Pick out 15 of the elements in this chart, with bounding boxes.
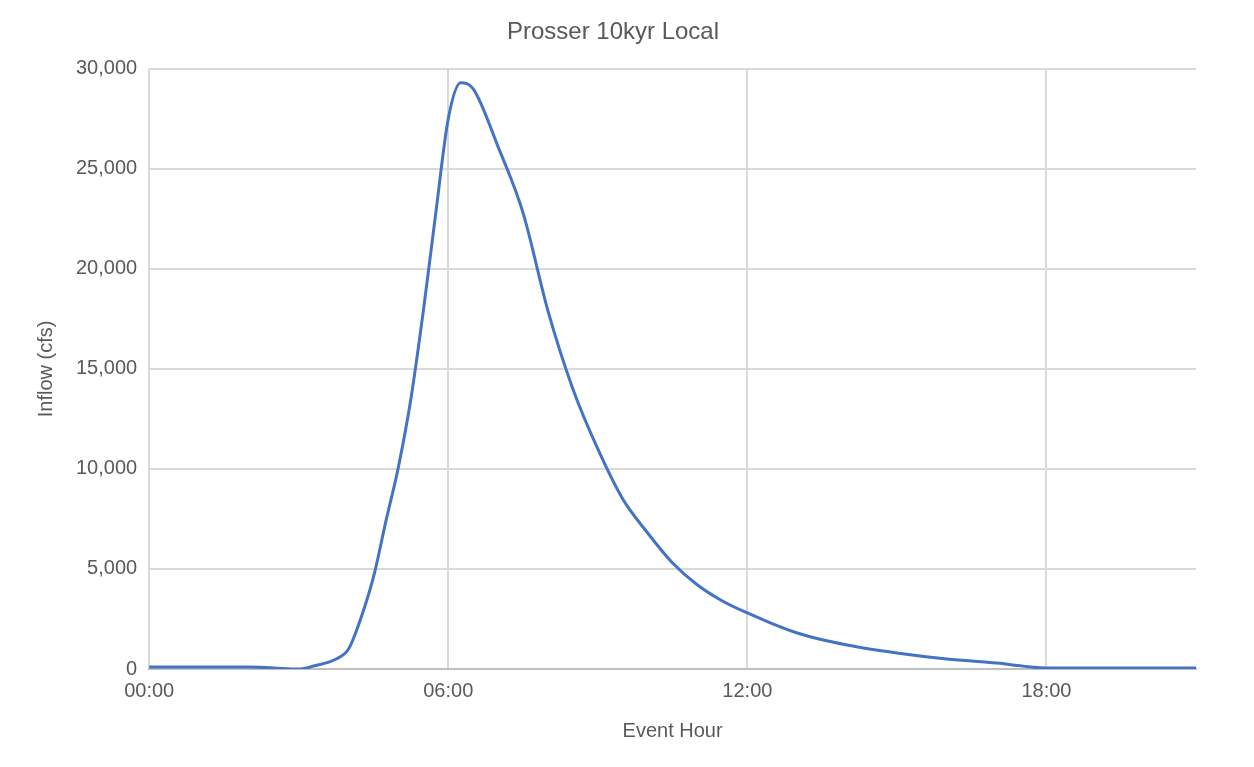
y-tick-label: 15,000 xyxy=(76,356,138,379)
y-tick-label: 20,000 xyxy=(76,256,138,279)
line-series xyxy=(149,81,1196,669)
x-tick-label: 06:00 xyxy=(423,678,474,701)
x-tick-label: 12:00 xyxy=(722,678,773,701)
x-tick-label: 00:00 xyxy=(124,678,175,701)
y-tick-label: 30,000 xyxy=(76,56,138,79)
y-tick-label: 0 xyxy=(126,656,138,679)
y-tick-label: 5,000 xyxy=(87,556,138,579)
x-tick-label: 18:00 xyxy=(1021,678,1072,701)
y-tick-label: 25,000 xyxy=(76,156,138,179)
chart-title: Prosser 10kyr Local xyxy=(506,17,720,45)
x-axis-title: Event Hour xyxy=(622,718,723,741)
y-axis-title: Inflow (cfs) xyxy=(33,320,56,418)
y-tick-label: 10,000 xyxy=(76,456,138,479)
